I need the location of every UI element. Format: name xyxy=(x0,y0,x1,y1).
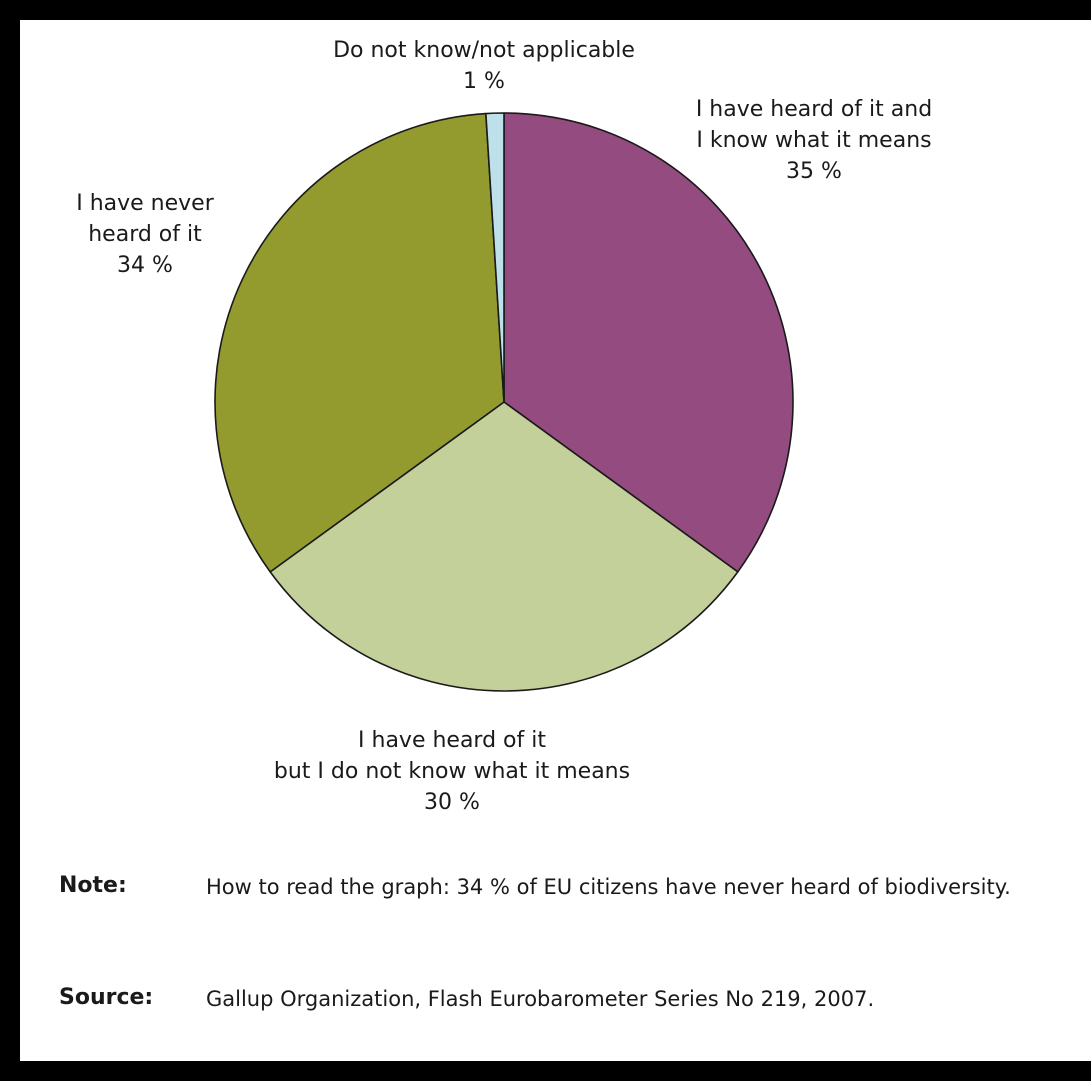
slice-label-3-line-0: Do not know/not applicable xyxy=(333,38,635,63)
slice-label-1-line-1: but I do not know what it means xyxy=(274,759,630,784)
slice-label-2-line-0: I have never xyxy=(76,191,214,216)
pie-slice-3 xyxy=(485,112,505,403)
pie-slice-1 xyxy=(269,401,739,692)
slice-label-0-line-1: I know what it means xyxy=(696,128,931,153)
slice-label-0-line-0: I have heard of it and xyxy=(696,97,932,122)
slice-value-label-1: 30 % xyxy=(424,790,480,815)
pie-chart: I have heard of it and I know what it mea… xyxy=(76,38,932,815)
note-label: Note: xyxy=(59,873,127,898)
source-text: Gallup Organization, Flash Eurobarometer… xyxy=(206,987,875,1011)
pie-slice-0 xyxy=(503,112,794,573)
slice-label-2-line-1: heard of it xyxy=(88,222,202,247)
slice-value-label-0: 35 % xyxy=(786,159,842,184)
slice-value-label-2: 34 % xyxy=(117,253,173,278)
slice-label-1-line-0: I have heard of it xyxy=(358,728,546,753)
pie-slice-2 xyxy=(214,112,505,573)
chart-panel: I have heard of it and I know what it mea… xyxy=(20,20,1091,1061)
slice-value-label-3: 1 % xyxy=(463,69,505,94)
note-text: How to read the graph: 34 % of EU citize… xyxy=(206,875,1011,899)
source-label: Source: xyxy=(59,985,154,1010)
